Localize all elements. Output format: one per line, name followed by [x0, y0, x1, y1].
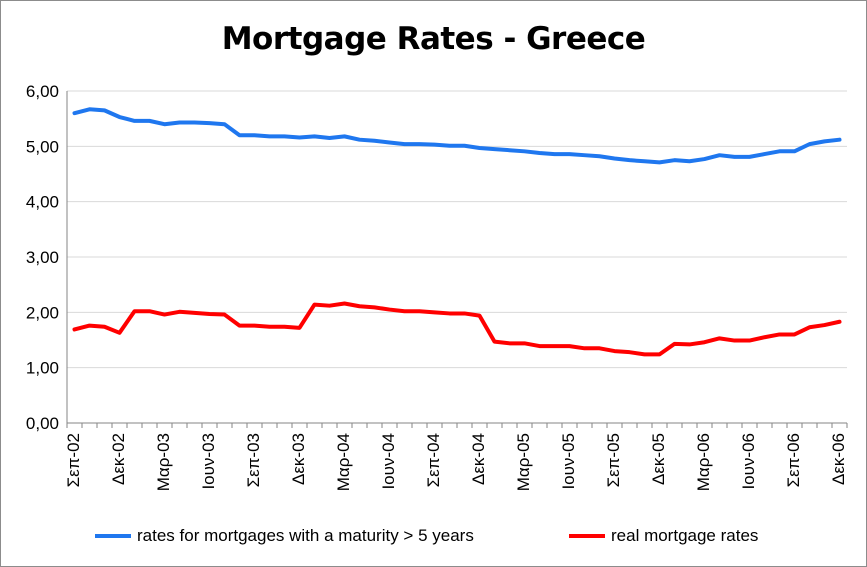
y-tick-label: 5,00 [26, 137, 59, 156]
x-tick-label: Δεκ-02 [109, 433, 128, 485]
x-tick-label: Μαρ-04 [334, 433, 353, 491]
y-tick-label: 0,00 [26, 414, 59, 433]
x-tick-label: Σεπ-04 [424, 433, 443, 487]
legend-label-series-1: real mortgage rates [611, 526, 759, 545]
x-tick-label: Μαρ-03 [154, 433, 173, 491]
x-tick-label: Μαρ-05 [514, 433, 533, 491]
y-tick-label: 2,00 [26, 303, 59, 322]
x-tick-label: Σεπ-06 [784, 433, 803, 487]
series-lines [72, 107, 842, 357]
x-tick-label: Ιουν-06 [739, 433, 758, 490]
y-tick-label: 1,00 [26, 359, 59, 378]
legend-item-series-1: real mortgage rates [569, 523, 758, 549]
series-line-1 [72, 301, 842, 357]
x-tick-label: Δεκ-05 [649, 433, 668, 485]
gridlines [66, 90, 847, 424]
x-tick-label: Ιουν-05 [559, 433, 578, 490]
x-tick-label: Μαρ-06 [694, 433, 713, 491]
y-tick-label: 6,00 [26, 82, 59, 101]
x-tick-label: Ιουν-03 [199, 433, 218, 490]
series-line-0 [72, 107, 842, 165]
x-tick-label: Ιουν-04 [379, 433, 398, 490]
x-axis-ticks: Σεπ-02 Δεκ-02 Μαρ-03 Ιουν-03 Σεπ-03 Δεκ-03 Μαρ… [64, 423, 848, 491]
x-tick-label: Σεπ-03 [244, 433, 263, 487]
y-axis-ticks: 0,00 1,00 2,00 3,00 4,00 5,00 6,00 [26, 82, 59, 433]
x-tick-label: Σεπ-02 [64, 433, 83, 487]
y-tick-label: 4,00 [26, 193, 59, 212]
legend-swatch-series-1 [569, 534, 605, 538]
x-tick-label: Δεκ-06 [829, 433, 848, 485]
chart-title: Mortgage Rates - Greece [221, 21, 646, 57]
legend-label-series-0: rates for mortgages with a maturity > 5 … [137, 526, 474, 545]
legend-item-series-0: rates for mortgages with a maturity > 5 … [95, 523, 474, 549]
x-tick-label: Δεκ-03 [289, 433, 308, 485]
x-tick-label: Σεπ-05 [604, 433, 623, 487]
y-tick-label: 3,00 [26, 248, 59, 267]
x-tick-label: Δεκ-04 [469, 433, 488, 485]
legend-swatch-series-0 [95, 534, 131, 538]
